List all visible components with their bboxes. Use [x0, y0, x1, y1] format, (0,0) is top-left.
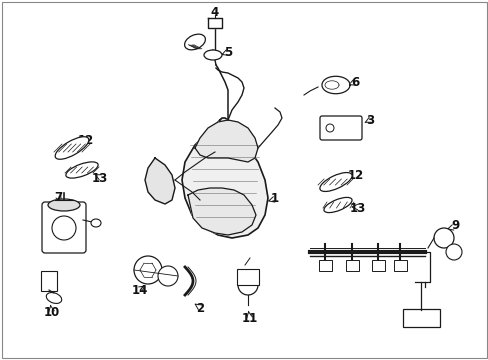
Ellipse shape	[184, 34, 205, 50]
Circle shape	[158, 266, 178, 286]
FancyBboxPatch shape	[41, 271, 57, 291]
Circle shape	[433, 228, 453, 248]
Ellipse shape	[55, 137, 89, 159]
FancyBboxPatch shape	[393, 260, 406, 270]
FancyBboxPatch shape	[42, 202, 86, 253]
Ellipse shape	[91, 219, 101, 227]
FancyBboxPatch shape	[319, 116, 361, 140]
Polygon shape	[195, 120, 258, 162]
Text: 13: 13	[92, 171, 108, 185]
Text: 14: 14	[132, 284, 148, 297]
Polygon shape	[145, 158, 175, 204]
Ellipse shape	[203, 50, 222, 60]
Text: 8: 8	[416, 318, 424, 330]
Ellipse shape	[319, 172, 351, 192]
Circle shape	[134, 256, 162, 284]
Text: 13: 13	[349, 202, 366, 215]
FancyBboxPatch shape	[318, 260, 331, 270]
Text: 1: 1	[270, 192, 279, 204]
Text: 2: 2	[196, 302, 203, 315]
FancyBboxPatch shape	[371, 260, 384, 270]
Text: 4: 4	[210, 5, 219, 18]
Ellipse shape	[48, 199, 80, 211]
Text: 10: 10	[44, 306, 60, 319]
Polygon shape	[187, 188, 256, 235]
Polygon shape	[207, 18, 222, 28]
Circle shape	[238, 275, 258, 295]
Polygon shape	[182, 118, 267, 238]
Circle shape	[445, 244, 461, 260]
Text: 6: 6	[350, 76, 358, 89]
FancyBboxPatch shape	[345, 260, 358, 270]
Ellipse shape	[46, 293, 61, 303]
Polygon shape	[321, 76, 349, 94]
Text: 7: 7	[54, 190, 62, 203]
Text: 12: 12	[347, 168, 364, 181]
Text: 5: 5	[224, 45, 232, 59]
Circle shape	[325, 124, 333, 132]
Text: 11: 11	[242, 311, 258, 324]
Circle shape	[52, 216, 76, 240]
FancyBboxPatch shape	[237, 269, 259, 285]
Text: 12: 12	[78, 134, 94, 147]
Text: 9: 9	[450, 219, 458, 231]
Ellipse shape	[323, 197, 351, 213]
Ellipse shape	[66, 162, 98, 178]
FancyBboxPatch shape	[402, 309, 439, 327]
Text: 3: 3	[365, 113, 373, 126]
